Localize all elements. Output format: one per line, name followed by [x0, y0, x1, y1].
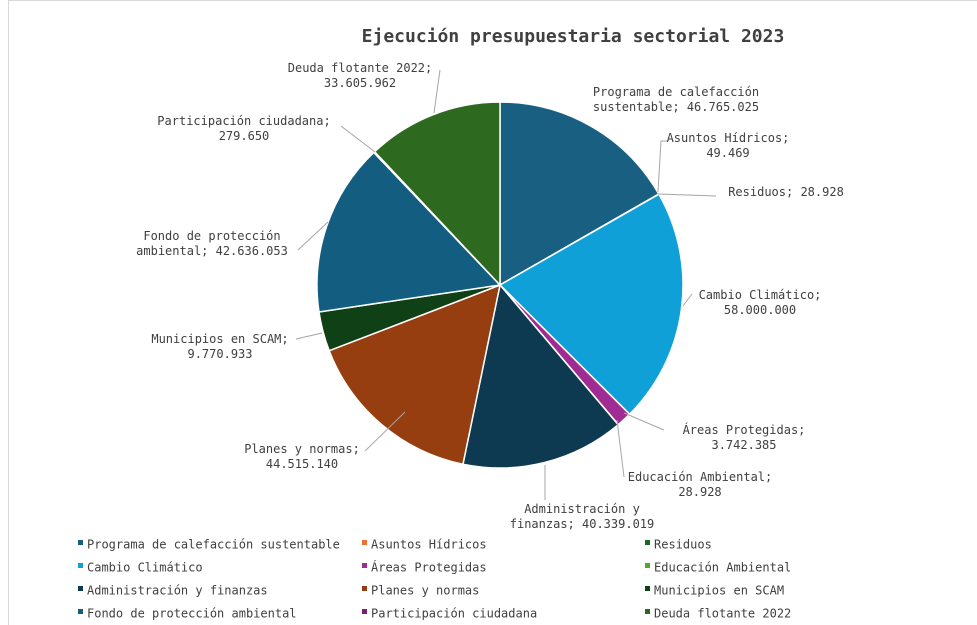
data-label-deuda-flotante-2022: Deuda flotante 2022; 33.605.962	[288, 61, 433, 90]
data-label-educacion-ambiental: Educación Ambiental; 28.928	[628, 470, 773, 499]
legend-label-cambio-climatico: Cambio Climático	[87, 561, 203, 575]
legend-swatch-deuda-flotante-2022	[645, 609, 650, 614]
legend-swatch-cambio-climatico	[78, 563, 83, 568]
data-label-asuntos-hidricos: Asuntos Hídricos; 49.469	[667, 131, 790, 160]
legend-label-municipios-en-scam: Municipios en SCAM	[654, 584, 784, 598]
leader-line-planes-y-normas	[364, 411, 406, 452]
legend-item-programa-de-calefaccion-sustentable: Programa de calefacción sustentable	[78, 538, 340, 552]
legend: Programa de calefacción sustentable Asunt…	[78, 538, 791, 621]
legend-item-administracion-y-finanzas: Administración y finanzas	[78, 584, 268, 598]
legend-label-programa-de-calefaccion-sustentable: Programa de calefacción sustentable	[87, 538, 340, 552]
leader-line-educacion-ambiental	[616, 419, 625, 478]
slice-planes-y-normas	[328, 283, 502, 466]
legend-label-participacion-ciudadana: Participación ciudadana	[371, 607, 537, 621]
data-label-participacion-ciudadana: Participación ciudadana; 279.650	[157, 114, 330, 143]
slice-administracion-y-finanzas	[462, 283, 620, 469]
legend-item-planes-y-normas: Planes y normas	[362, 584, 479, 598]
legend-item-areas-protegidas: Áreas Protegidas	[362, 560, 487, 575]
legend-label-educacion-ambiental: Educación Ambiental	[654, 561, 791, 575]
legend-item-deuda-flotante-2022: Deuda flotante 2022	[645, 607, 791, 621]
data-label-municipios-en-scam: Municipios en SCAM; 9.770.933	[151, 332, 288, 361]
data-label-areas-protegidas: Áreas Protegidas; 3.742.385	[683, 422, 806, 452]
legend-item-cambio-climatico: Cambio Climático	[78, 561, 203, 575]
legend-label-asuntos-hidricos: Asuntos Hídricos	[371, 538, 487, 552]
legend-swatch-administracion-y-finanzas	[78, 586, 83, 591]
legend-item-municipios-en-scam: Municipios en SCAM	[645, 584, 784, 598]
legend-swatch-areas-protegidas	[362, 563, 367, 568]
leader-line-fondo-de-proteccion-ambiental	[297, 221, 329, 251]
legend-label-areas-protegidas: Áreas Protegidas	[371, 560, 487, 575]
leader-line-participacion-ciudadana	[340, 125, 376, 153]
legend-item-fondo-de-proteccion-ambiental: Fondo de protección ambiental	[78, 607, 297, 621]
legend-swatch-educacion-ambiental	[645, 563, 650, 568]
slice-fondo-de-proteccion-ambiental	[316, 151, 502, 313]
leader-line-municipios-en-scam	[295, 332, 323, 340]
data-label-residuos: Residuos; 28.928	[728, 185, 844, 199]
legend-label-planes-y-normas: Planes y normas	[371, 584, 479, 598]
leader-line-asuntos-hidricos	[657, 140, 668, 193]
slice-cambio-climatico	[498, 193, 684, 416]
data-label-administracion-y-finanzas: Administración y finanzas; 40.339.019	[510, 502, 655, 531]
legend-item-asuntos-hidricos: Asuntos Hídricos	[362, 538, 487, 552]
legend-item-educacion-ambiental: Educación Ambiental	[645, 561, 791, 575]
legend-label-residuos: Residuos	[654, 538, 712, 552]
chart-title: Ejecución presupuestaria sectorial 2023	[362, 26, 785, 47]
legend-swatch-residuos	[645, 540, 650, 545]
legend-label-deuda-flotante-2022: Deuda flotante 2022	[654, 607, 791, 621]
legend-swatch-municipios-en-scam	[645, 586, 650, 591]
legend-swatch-fondo-de-proteccion-ambiental	[78, 609, 83, 614]
leader-line-areas-protegidas	[623, 412, 665, 431]
legend-swatch-asuntos-hidricos	[362, 540, 367, 545]
legend-swatch-planes-y-normas	[362, 586, 367, 591]
slice-programa-de-calefaccion-sustentable	[499, 101, 660, 287]
leader-line-deuda-flotante-2022	[433, 69, 441, 114]
leader-line-cambio-climatico	[682, 293, 693, 307]
legend-item-participacion-ciudadana: Participación ciudadana	[362, 607, 537, 621]
leader-line-residuos	[657, 193, 717, 197]
legend-swatch-programa-de-calefaccion-sustentable	[78, 540, 83, 545]
leader-lines	[295, 69, 717, 500]
legend-label-administracion-y-finanzas: Administración y finanzas	[87, 584, 268, 598]
slice-deuda-flotante-2022	[373, 101, 501, 287]
legend-swatch-participacion-ciudadana	[362, 609, 367, 614]
chart-frame	[8, 0, 977, 625]
data-label-planes-y-normas: Planes y normas; 44.515.140	[244, 442, 360, 471]
legend-label-fondo-de-proteccion-ambiental: Fondo de protección ambiental	[87, 607, 297, 621]
data-label-cambio-climatico: Cambio Climático; 58.000.000	[699, 288, 822, 317]
legend-item-residuos: Residuos	[645, 538, 712, 552]
data-label-programa-de-calefaccion-sustentable: Programa de calefacción sustentable; 46.7…	[593, 85, 759, 114]
data-labels: Programa de calefacción sustentable; 46.7…	[136, 61, 844, 531]
pie-slices	[316, 101, 684, 469]
data-label-fondo-de-proteccion-ambiental: Fondo de protección ambiental; 42.636.053	[136, 229, 288, 258]
